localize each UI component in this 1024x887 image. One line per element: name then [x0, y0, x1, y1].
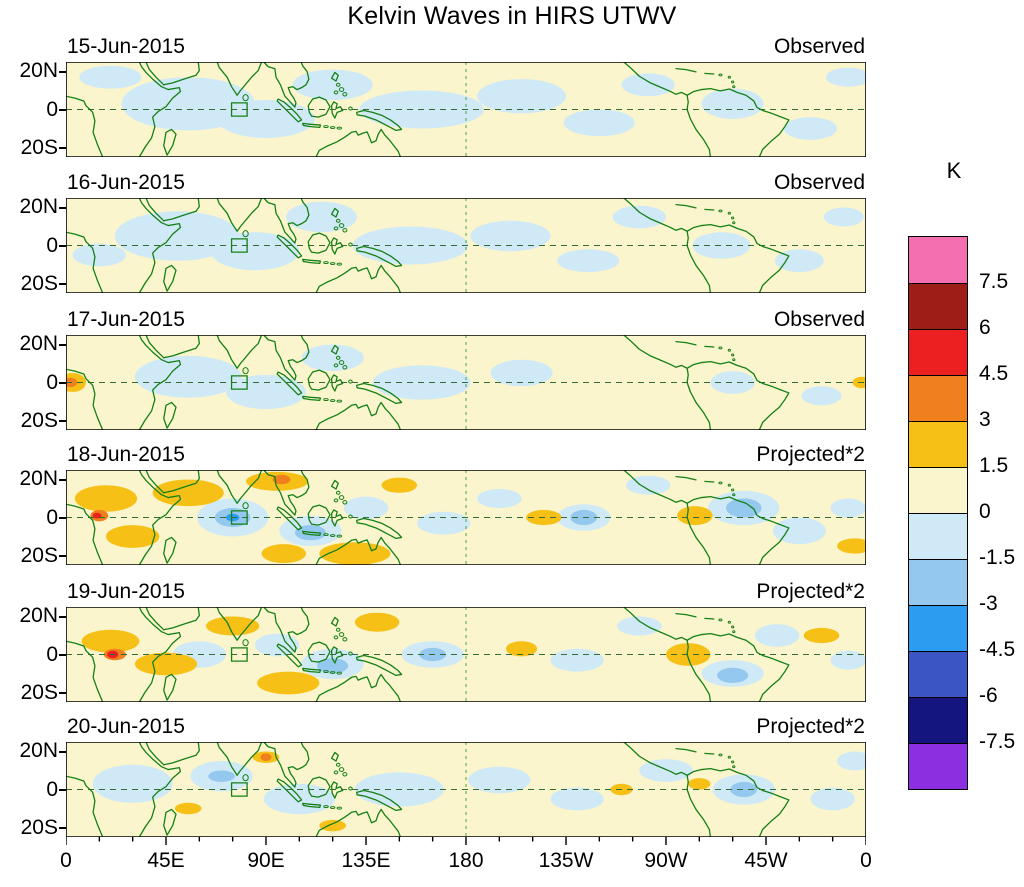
y-axis-tick	[59, 206, 66, 209]
panel-date: 18-Jun-2015	[67, 443, 185, 466]
x-axis-ticks	[66, 837, 866, 845]
y-axis-tick	[59, 691, 66, 694]
colorbar-tick-label: 7.5	[979, 269, 1009, 293]
map-plot	[66, 607, 866, 702]
y-tick-20s: 20S	[20, 272, 58, 295]
y-tick-0: 0	[46, 371, 58, 394]
colorbar-unit-label: K	[946, 158, 962, 183]
y-axis-tick	[59, 615, 66, 618]
y-tick-0: 0	[46, 98, 58, 121]
y-tick-0: 0	[46, 643, 58, 666]
colorbar-tick-label: 0	[979, 499, 991, 523]
colorbar: 7.5 6 4.5 3 1.5 0 -1.5 -3 -4.5 -6 -7.5	[908, 236, 1015, 790]
x-tick-0b: 0	[860, 849, 872, 872]
map-panel-4: 18-Jun-2015 Projected*2 20N 0 20S	[19, 443, 866, 567]
y-tick-20s: 20S	[20, 409, 58, 432]
x-tick-45e: 45E	[147, 849, 185, 872]
x-tick-135e: 135E	[341, 849, 391, 872]
y-axis-tick	[59, 653, 66, 656]
y-axis-tick	[59, 108, 66, 111]
panel-date: 19-Jun-2015	[67, 580, 185, 603]
y-axis-tick	[59, 244, 66, 247]
x-tick-180: 180	[448, 849, 484, 872]
y-axis-tick	[59, 554, 66, 557]
y-tick-20n: 20N	[19, 195, 58, 218]
y-axis-tick	[59, 750, 66, 753]
y-tick-20n: 20N	[19, 604, 58, 627]
y-tick-20s: 20S	[20, 816, 58, 839]
colorbar-tick-label: -7.5	[979, 729, 1016, 753]
y-axis-tick	[59, 381, 66, 384]
colorbar-cell	[909, 237, 967, 283]
colorbar-tick-label: 6	[979, 315, 991, 339]
colorbar-tick-label: -6	[979, 683, 998, 707]
colorbar-cell	[909, 697, 967, 743]
y-axis-tick	[59, 516, 66, 519]
map-panel-5: 19-Jun-2015 Projected*2 20N 0 20S	[19, 580, 866, 704]
colorbar-cell	[909, 651, 967, 697]
panel-source: Projected*2	[756, 580, 865, 603]
y-axis-tick	[59, 788, 66, 791]
colorbar-cell	[909, 421, 967, 467]
panel-date: 15-Jun-2015	[67, 35, 185, 58]
colorbar-tick-label: 1.5	[979, 453, 1009, 477]
panel-source: Projected*2	[756, 443, 865, 466]
y-axis-tick	[59, 282, 66, 285]
x-tick-45w: 45W	[744, 849, 788, 872]
y-tick-0: 0	[46, 234, 58, 257]
panel-date: 16-Jun-2015	[67, 171, 185, 194]
colorbar-cell	[909, 743, 967, 789]
map-plot	[66, 470, 866, 565]
panel-source: Observed	[773, 35, 865, 58]
panel-date: 17-Jun-2015	[67, 308, 185, 331]
map-plot	[66, 335, 866, 430]
x-tick-135w: 135W	[538, 849, 594, 872]
map-panel-6: 20-Jun-2015 Projected*2 20N 0 20S	[19, 715, 866, 839]
y-tick-20n: 20N	[19, 332, 58, 355]
y-axis-tick	[59, 826, 66, 829]
colorbar-cell	[909, 559, 967, 605]
y-tick-20n: 20N	[19, 467, 58, 490]
colorbar-tick-label: -3	[979, 591, 998, 615]
colorbar-tick-label: 4.5	[979, 361, 1009, 385]
colorbar-cell	[909, 513, 967, 559]
y-tick-0: 0	[46, 506, 58, 529]
y-axis-tick	[59, 146, 66, 149]
y-axis-tick	[59, 343, 66, 346]
panel-date: 20-Jun-2015	[67, 715, 185, 738]
map-panel-2: 16-Jun-2015 Observed 20N 0 20S	[19, 171, 866, 295]
colorbar-cell	[909, 283, 967, 329]
y-tick-20s: 20S	[20, 136, 58, 159]
x-axis: 0 45E 90E 135E 180 135W 90W 45W 0	[0, 849, 1024, 877]
map-plot	[66, 742, 866, 837]
colorbar-cell	[909, 605, 967, 651]
y-axis-tick	[59, 419, 66, 422]
y-tick-0: 0	[46, 778, 58, 801]
panel-source: Observed	[773, 171, 865, 194]
colorbar-tick-label: 3	[979, 407, 991, 431]
panel-source: Observed	[773, 308, 865, 331]
colorbar-tick-label: -1.5	[979, 545, 1016, 569]
y-tick-20s: 20S	[20, 681, 58, 704]
colorbar-cell	[909, 329, 967, 375]
map-plot	[66, 62, 866, 157]
x-tick-0a: 0	[60, 849, 72, 872]
colorbar-tick-label: -4.5	[979, 637, 1016, 661]
y-tick-20s: 20S	[20, 544, 58, 567]
colorbar-cell	[909, 375, 967, 421]
y-tick-20n: 20N	[19, 59, 58, 82]
x-tick-90w: 90W	[644, 849, 688, 872]
colorbar-cell	[909, 467, 967, 513]
y-tick-20n: 20N	[19, 739, 58, 762]
map-panel-1: 15-Jun-2015 Observed 20N 0 20S	[19, 35, 866, 159]
map-panel-3: 17-Jun-2015 Observed 20N 0 20S	[19, 308, 866, 432]
figure-title: Kelvin Waves in HIRS UTWV	[347, 2, 677, 30]
map-plot	[66, 198, 866, 293]
y-axis-tick	[59, 478, 66, 481]
x-tick-90e: 90E	[247, 849, 285, 872]
panel-source: Projected*2	[756, 715, 865, 738]
y-axis-tick	[59, 70, 66, 73]
